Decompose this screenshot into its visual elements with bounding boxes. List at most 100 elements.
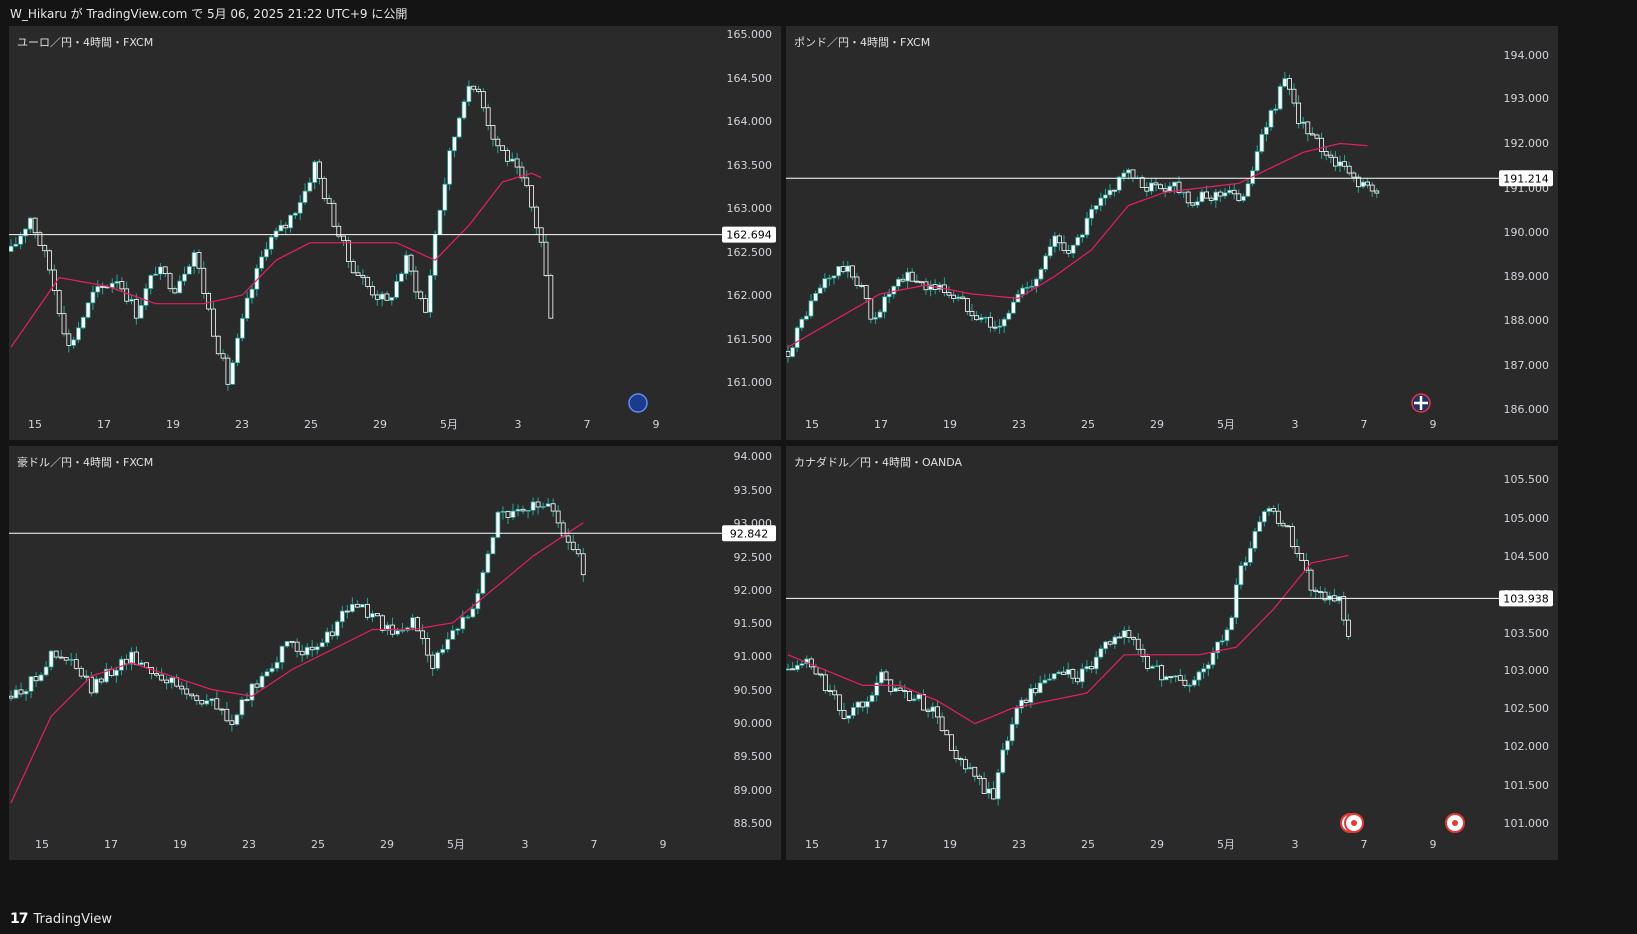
candle-body	[278, 224, 284, 232]
candle-body	[56, 290, 62, 315]
candle-body	[883, 671, 889, 681]
candle-body	[1181, 191, 1187, 194]
candle-body	[1023, 699, 1029, 703]
candle-body	[336, 225, 342, 237]
candle-body	[1028, 688, 1034, 703]
candle-body	[874, 682, 880, 696]
candle-body	[85, 302, 91, 318]
candle-body	[365, 603, 370, 618]
candle-body	[476, 88, 481, 92]
candle-body	[204, 700, 210, 705]
chart-pane-cadjpy[interactable]: 105.500105.000104.500104.000103.500103.0…	[786, 446, 1558, 860]
candle-body	[897, 687, 903, 691]
candle-body	[868, 298, 874, 320]
candle-body	[349, 603, 355, 612]
candle-body	[1199, 191, 1205, 203]
candle-body	[1066, 250, 1072, 254]
candle-body	[32, 217, 38, 234]
candle-body	[1205, 664, 1211, 670]
candle-body	[1061, 671, 1066, 675]
candle-body	[53, 650, 59, 658]
moving-average-line	[10, 172, 542, 348]
candle-body	[1103, 641, 1108, 650]
candle-body	[269, 667, 275, 673]
y-tick-label: 90.500	[734, 684, 773, 697]
candle-body	[1273, 108, 1279, 111]
candle-body	[1167, 185, 1173, 192]
chart-canvas[interactable]: 194.000193.000192.000191.000190.000189.0…	[786, 26, 1558, 440]
candle-body	[138, 304, 144, 319]
chart-pane-audjpy[interactable]: 94.000 93.500 93.000 92.500 92.000 91.500 91.0…	[9, 446, 781, 860]
candle-body	[324, 631, 330, 644]
candle-body	[1337, 161, 1343, 167]
candle-body	[1280, 522, 1286, 527]
candle-body	[374, 294, 380, 300]
x-tick-label: 17	[874, 418, 888, 431]
chart-pane-eurjpy[interactable]: 165.000 164.500 164.000 163.500 163.000 162.5…	[9, 26, 781, 440]
candle-body	[902, 690, 908, 692]
candle-body	[1148, 182, 1154, 192]
candle-body	[1208, 197, 1214, 201]
y-tick-label: 193.000	[1504, 92, 1550, 105]
candle-body	[921, 694, 926, 711]
eu-flag-icon	[628, 393, 648, 413]
candle-body	[808, 658, 814, 668]
candle-body	[1305, 121, 1311, 135]
candle-body	[220, 353, 226, 359]
candle-body	[1020, 287, 1026, 295]
candle-body	[1173, 675, 1179, 678]
y-tick-label: 162.000	[727, 289, 773, 302]
candle-body	[129, 298, 134, 302]
candle-body	[61, 313, 67, 335]
brand-name[interactable]: TradingView	[33, 911, 113, 927]
candle-body	[211, 308, 216, 337]
candle-body	[299, 650, 305, 656]
candle-body	[963, 759, 968, 770]
candle-body	[495, 138, 501, 147]
x-tick-label: 25	[1081, 838, 1095, 851]
candle-body	[289, 640, 295, 643]
candle-body	[1296, 102, 1302, 125]
x-tick-label: 9	[1430, 418, 1437, 431]
candle-body	[529, 185, 534, 208]
candle-body	[63, 657, 69, 661]
candle-body	[1056, 671, 1062, 675]
candle-body	[360, 275, 366, 278]
candle-body	[1289, 526, 1295, 547]
current-price-badge	[1499, 590, 1553, 607]
candle-body	[129, 651, 134, 665]
chart-canvas[interactable]: 94.00093.50093.00092.50092.00091.50091.0…	[9, 446, 781, 860]
candle-body	[565, 535, 571, 543]
candle-body	[1089, 666, 1094, 670]
x-tick-label: 25	[1081, 418, 1095, 431]
publish-header: W_Hikaru が TradingView.com で 5月 06, 2025…	[0, 0, 1637, 26]
candle-body	[1168, 676, 1174, 678]
chart-canvas[interactable]: 105.500105.000104.500104.000103.500103.0…	[786, 446, 1558, 860]
chart-pane-gbpjpy[interactable]: 194.000 193.000 192.000 191.000 190.000 189.0…	[786, 26, 1558, 440]
y-tick-label: 104.500	[1504, 550, 1550, 563]
candle-body	[1084, 217, 1090, 236]
candle-body	[456, 117, 462, 138]
chart-canvas[interactable]: 165.000 164.500 164.000 163.500 163.000 162.5…	[9, 26, 781, 440]
candle-body	[905, 271, 910, 282]
candle-body	[1236, 193, 1242, 201]
candle-body	[321, 177, 327, 199]
y-tick-label: 163.000	[727, 202, 773, 215]
x-tick-label: 23	[242, 838, 256, 851]
current-price-label: 103.938	[1503, 592, 1549, 605]
candle-body	[1171, 181, 1177, 187]
candle-body	[447, 150, 453, 185]
candle-body	[133, 298, 139, 319]
candle-body	[808, 300, 814, 317]
candle-body	[1217, 191, 1223, 197]
candle-body	[514, 158, 520, 168]
candle-body	[33, 676, 39, 682]
candle-body	[991, 788, 996, 800]
candle-body	[209, 698, 215, 702]
candle-body	[580, 553, 586, 576]
candle-body	[1001, 318, 1007, 327]
candle-body	[28, 676, 34, 692]
candle-body	[879, 671, 884, 684]
y-tick-label: 164.000	[727, 115, 773, 128]
x-tick-label: 15	[805, 418, 819, 431]
